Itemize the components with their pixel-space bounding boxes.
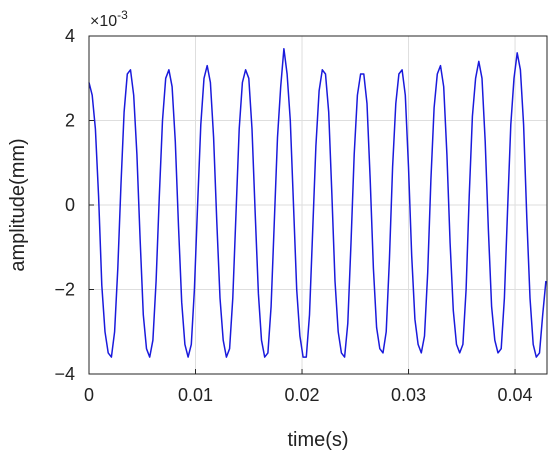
y-axis-label: amplitude(mm) <box>7 138 29 271</box>
y-tick-label: −4 <box>54 364 75 384</box>
y-multiplier-base: ×10 <box>90 13 117 30</box>
x-tick-label: 0.01 <box>178 385 213 405</box>
y-tick-label: −2 <box>54 280 75 300</box>
y-tick-label: 4 <box>65 26 75 46</box>
x-tick-label: 0.04 <box>498 385 533 405</box>
x-axis-label: time(s) <box>287 429 348 451</box>
x-tick-label: 0.03 <box>391 385 426 405</box>
series-line <box>88 47 547 358</box>
x-tick-label: 0.02 <box>284 385 319 405</box>
y-multiplier: ×10-3 <box>90 8 128 30</box>
x-axis-ticks: 0 0.01 0.02 0.03 0.04 <box>84 369 533 405</box>
x-tick-label: 0 <box>84 385 94 405</box>
y-tick-label: 0 <box>65 195 75 215</box>
y-multiplier-exponent: -3 <box>117 8 128 22</box>
y-axis-ticks: −4 −2 0 2 4 <box>54 26 94 384</box>
y-tick-label: 2 <box>65 111 75 131</box>
